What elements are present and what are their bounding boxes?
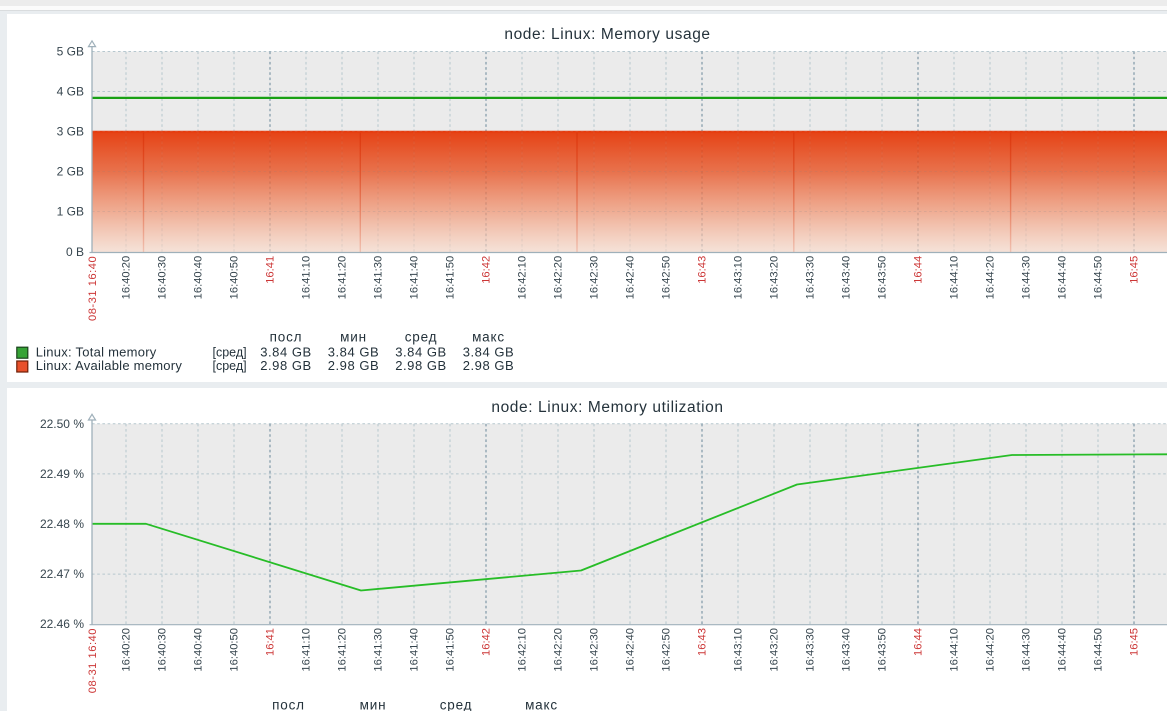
svg-text:16:40:30: 16:40:30: [157, 628, 169, 672]
svg-text:4 GB: 4 GB: [57, 85, 84, 99]
svg-text:16:43:20: 16:43:20: [769, 628, 781, 672]
svg-text:22.49 %: 22.49 %: [40, 467, 84, 481]
svg-text:3.84 GB: 3.84 GB: [328, 344, 380, 359]
svg-text:16:44:50: 16:44:50: [1093, 628, 1105, 672]
svg-text:мин: мин: [340, 330, 367, 345]
svg-text:посл: посл: [270, 330, 303, 345]
svg-text:16:43:30: 16:43:30: [805, 256, 817, 300]
svg-text:16:42: 16:42: [481, 628, 493, 656]
svg-text:16:43:50: 16:43:50: [877, 256, 889, 300]
svg-text:08-31 16:40: 08-31 16:40: [87, 256, 99, 321]
svg-text:2 GB: 2 GB: [57, 165, 84, 179]
svg-text:16:41:20: 16:41:20: [337, 628, 349, 672]
svg-text:0 B: 0 B: [66, 245, 84, 259]
svg-text:16:40:20: 16:40:20: [121, 628, 133, 672]
svg-text:16:40:30: 16:40:30: [157, 256, 169, 300]
svg-text:16:44:30: 16:44:30: [1021, 256, 1033, 300]
svg-text:16:44:50: 16:44:50: [1093, 256, 1105, 300]
svg-text:16:43:30: 16:43:30: [805, 628, 817, 672]
svg-text:16:42:10: 16:42:10: [517, 256, 529, 300]
svg-text:22.50 %: 22.50 %: [40, 417, 84, 431]
svg-text:макс: макс: [525, 698, 558, 711]
svg-text:node: Linux: Memory utilizatio: node: Linux: Memory utilization: [491, 399, 723, 416]
svg-text:16:42:50: 16:42:50: [661, 628, 673, 672]
svg-text:3.84 GB: 3.84 GB: [395, 344, 447, 359]
svg-text:Linux: Total memory: Linux: Total memory: [36, 344, 157, 359]
svg-text:16:43: 16:43: [697, 628, 709, 656]
svg-text:2.98 GB: 2.98 GB: [328, 358, 380, 373]
svg-text:16:43:10: 16:43:10: [733, 628, 745, 672]
svg-text:16:41:20: 16:41:20: [337, 256, 349, 300]
svg-text:5 GB: 5 GB: [57, 45, 84, 59]
svg-text:мин: мин: [360, 698, 387, 711]
svg-text:2.98 GB: 2.98 GB: [260, 358, 312, 373]
svg-text:22.48 %: 22.48 %: [40, 517, 84, 531]
svg-text:16:44:30: 16:44:30: [1021, 628, 1033, 672]
svg-text:16:40:40: 16:40:40: [193, 628, 205, 672]
svg-text:[сред]: [сред]: [213, 359, 247, 373]
svg-text:16:43:40: 16:43:40: [841, 256, 853, 300]
svg-text:16:42:20: 16:42:20: [553, 256, 565, 300]
svg-text:16:40:50: 16:40:50: [229, 628, 241, 672]
svg-text:16:42:50: 16:42:50: [661, 256, 673, 300]
svg-text:16:44:40: 16:44:40: [1057, 256, 1069, 300]
svg-text:Linux: Available memory: Linux: Available memory: [36, 358, 183, 373]
svg-text:1 GB: 1 GB: [57, 205, 84, 219]
svg-text:16:40:40: 16:40:40: [193, 256, 205, 300]
svg-text:16:43: 16:43: [697, 256, 709, 284]
svg-text:16:41:40: 16:41:40: [409, 628, 421, 672]
svg-text:16:42:10: 16:42:10: [517, 628, 529, 672]
svg-text:22.46 %: 22.46 %: [40, 617, 84, 631]
svg-text:16:43:40: 16:43:40: [841, 628, 853, 672]
svg-text:16:42:40: 16:42:40: [625, 628, 637, 672]
svg-text:16:42:30: 16:42:30: [589, 628, 601, 672]
svg-text:16:43:20: 16:43:20: [769, 256, 781, 300]
svg-text:16:41:10: 16:41:10: [301, 256, 313, 300]
svg-text:16:42: 16:42: [481, 256, 493, 284]
svg-text:3 GB: 3 GB: [57, 125, 84, 139]
svg-text:3.84 GB: 3.84 GB: [260, 344, 312, 359]
svg-text:посл: посл: [272, 698, 305, 711]
svg-text:16:41:50: 16:41:50: [445, 256, 457, 300]
svg-text:сред: сред: [440, 698, 473, 711]
svg-text:16:42:40: 16:42:40: [625, 256, 637, 300]
svg-text:16:41: 16:41: [265, 628, 277, 656]
svg-text:16:45: 16:45: [1129, 256, 1141, 284]
svg-text:16:40:50: 16:40:50: [229, 256, 241, 300]
svg-text:16:44:10: 16:44:10: [949, 628, 961, 672]
svg-text:16:44:20: 16:44:20: [985, 256, 997, 300]
svg-text:16:42:20: 16:42:20: [553, 628, 565, 672]
svg-text:16:41:50: 16:41:50: [445, 628, 457, 672]
svg-text:16:41: 16:41: [265, 256, 277, 284]
svg-text:node: Linux: Memory usage: node: Linux: Memory usage: [504, 26, 710, 43]
svg-text:[сред]: [сред]: [213, 345, 247, 359]
svg-text:сред: сред: [405, 330, 438, 345]
svg-text:16:41:40: 16:41:40: [409, 256, 421, 300]
svg-text:макс: макс: [472, 330, 505, 345]
svg-text:16:44:40: 16:44:40: [1057, 628, 1069, 672]
svg-text:16:41:30: 16:41:30: [373, 256, 385, 300]
svg-text:16:44: 16:44: [913, 256, 925, 284]
svg-text:08-31 16:40: 08-31 16:40: [87, 628, 99, 693]
svg-text:22.47 %: 22.47 %: [40, 567, 84, 581]
svg-text:2.98 GB: 2.98 GB: [395, 358, 447, 373]
svg-text:3.84 GB: 3.84 GB: [463, 344, 515, 359]
svg-text:16:43:10: 16:43:10: [733, 256, 745, 300]
svg-text:16:42:30: 16:42:30: [589, 256, 601, 300]
svg-text:16:44:20: 16:44:20: [985, 628, 997, 672]
svg-text:16:43:50: 16:43:50: [877, 628, 889, 672]
svg-text:16:40:20: 16:40:20: [121, 256, 133, 300]
svg-text:16:45: 16:45: [1129, 628, 1141, 656]
svg-text:16:41:10: 16:41:10: [301, 628, 313, 672]
svg-text:2.98 GB: 2.98 GB: [463, 358, 515, 373]
svg-text:16:44: 16:44: [913, 628, 925, 656]
svg-text:16:44:10: 16:44:10: [949, 256, 961, 300]
svg-text:16:41:30: 16:41:30: [373, 628, 385, 672]
